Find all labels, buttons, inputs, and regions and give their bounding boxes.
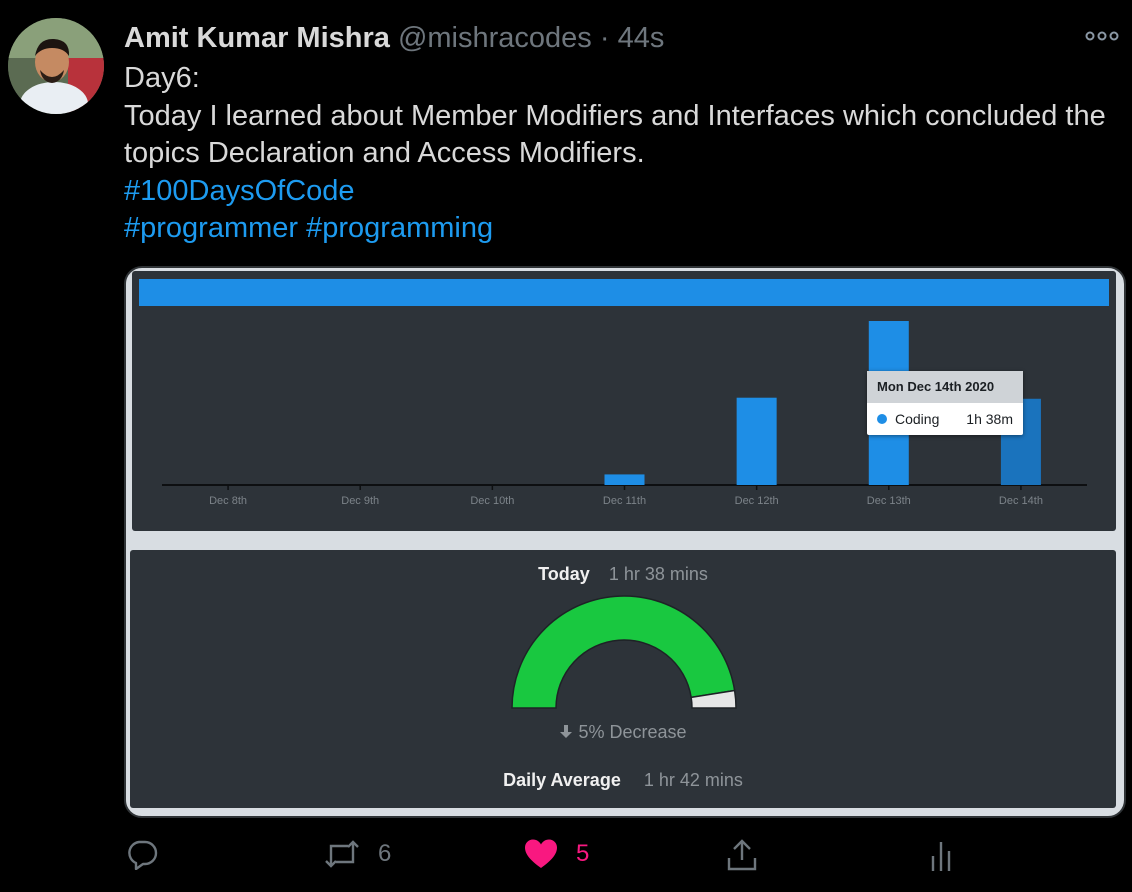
coding-activity-chart: Dec 8th Dec 9th Dec 10th Dec 11th Dec 12th De… [132, 271, 1116, 531]
chart-bar [736, 397, 777, 485]
daily-average: Daily Average 1 hr 42 mins [130, 770, 1116, 791]
heart-icon [524, 838, 558, 870]
chart-tooltip: Mon Dec 14th 2020 Coding 1h 38m [867, 371, 1023, 435]
tooltip-series: Coding [895, 411, 940, 427]
gauge-fill [511, 595, 736, 709]
timestamp[interactable]: 44s [617, 22, 665, 54]
x-tick-label: Dec 12th [735, 495, 779, 507]
reply-button[interactable] [126, 838, 158, 870]
tweet-text: Day6: Today I learned about Member Modif… [124, 60, 1132, 248]
x-tick-label: Dec 13th [867, 495, 911, 507]
hashtag-link[interactable]: #programmer #programming [124, 212, 494, 244]
tweet-line: topics Declaration and Access Modifiers. [124, 137, 645, 169]
share-icon [726, 838, 758, 872]
tooltip-date: Mon Dec 14th 2020 [867, 371, 1023, 403]
tweet-header: Amit Kumar Mishra @mishracodes · 44s [124, 20, 664, 56]
daily-stats-panel: Today 1 hr 38 mins 5% Decrease Daily Ave… [130, 550, 1116, 808]
x-tick-label: Dec 8th [209, 495, 247, 507]
reply-icon [126, 838, 158, 870]
x-tick-label: Dec 11th [603, 495, 646, 507]
chart-header-bar [139, 279, 1109, 306]
chart-bar [604, 474, 645, 485]
change-indicator: 5% Decrease [130, 722, 1116, 743]
like-button[interactable]: 5 [524, 838, 589, 870]
avatar-image [8, 18, 104, 114]
x-tick-label: Dec 10th [470, 495, 514, 507]
arrow-down-icon [559, 722, 578, 742]
author-handle[interactable]: @mishracodes [397, 22, 592, 54]
today-summary: Today 1 hr 38 mins [130, 564, 1116, 585]
bar-chart: Dec 8th Dec 9th Dec 10th Dec 11th Dec 12th De… [139, 279, 1109, 507]
tweet-line: Day6: [124, 62, 200, 94]
avatar[interactable] [8, 18, 104, 114]
today-value: 1 hr 38 mins [608, 564, 708, 584]
analytics-button[interactable] [928, 838, 956, 872]
analytics-icon [928, 838, 956, 872]
hashtag-link[interactable]: #100DaysOfCode [124, 174, 355, 207]
daily-average-value: 1 hr 42 mins [643, 770, 743, 790]
tweet-actions: 6 5 [0, 838, 1132, 882]
share-button[interactable] [726, 838, 758, 872]
change-text: 5% Decrease [578, 722, 687, 742]
retweet-count: 6 [378, 840, 392, 867]
daily-average-label: Daily Average [503, 770, 621, 790]
tweet-line: Today I learned about Member Modifiers a… [124, 99, 1106, 132]
like-count: 5 [576, 840, 590, 867]
gauge-chart [511, 595, 737, 709]
more-icon[interactable] [1084, 26, 1120, 46]
series-dot-icon [877, 414, 887, 424]
tooltip-value: 1h 38m [966, 411, 1013, 427]
tweet-media[interactable]: Dec 8th Dec 9th Dec 10th Dec 11th Dec 12th De… [124, 266, 1126, 818]
gauge-remainder [690, 689, 737, 709]
separator: · [599, 22, 610, 54]
author-name[interactable]: Amit Kumar Mishra [124, 22, 390, 54]
retweet-button[interactable]: 6 [324, 838, 391, 870]
x-tick-label: Dec 9th [341, 495, 379, 507]
x-tick-label: Dec 14th [999, 495, 1043, 507]
retweet-icon [324, 838, 360, 870]
tooltip-row: Coding 1h 38m [867, 403, 1023, 435]
today-label: Today [538, 564, 590, 584]
